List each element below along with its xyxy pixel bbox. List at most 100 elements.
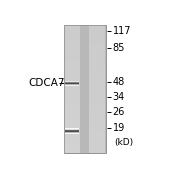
Bar — [89, 93, 105, 95]
Bar — [89, 148, 105, 150]
Text: 19: 19 — [112, 123, 125, 133]
Bar — [64, 116, 80, 119]
Bar — [89, 82, 105, 85]
Bar — [89, 48, 105, 51]
Bar — [89, 80, 105, 82]
Bar — [89, 131, 105, 133]
Bar — [89, 53, 105, 55]
Bar — [64, 25, 106, 153]
Bar — [64, 70, 80, 72]
Bar — [64, 87, 80, 89]
Bar — [64, 119, 80, 121]
Bar — [64, 123, 80, 125]
Bar — [64, 33, 80, 36]
Bar — [89, 144, 105, 146]
Bar — [89, 29, 105, 31]
Bar — [64, 27, 80, 29]
Bar — [64, 61, 80, 63]
Bar — [64, 63, 80, 66]
Bar — [64, 82, 80, 85]
Bar — [89, 99, 105, 102]
Bar — [89, 59, 105, 61]
Text: 117: 117 — [112, 26, 131, 36]
Bar — [64, 108, 80, 110]
Bar — [64, 29, 80, 31]
Bar — [64, 129, 80, 131]
Bar — [89, 33, 105, 36]
Bar — [64, 110, 80, 112]
Bar — [89, 136, 105, 138]
Bar — [64, 89, 80, 91]
Bar — [64, 78, 80, 80]
Bar — [64, 112, 80, 114]
Bar — [64, 25, 80, 153]
Bar — [64, 55, 80, 57]
Bar — [89, 146, 105, 148]
Bar — [64, 25, 106, 153]
Bar — [89, 61, 105, 63]
Bar — [64, 76, 80, 78]
Bar — [89, 42, 105, 44]
Bar — [64, 125, 80, 127]
Bar — [64, 31, 80, 33]
Bar — [89, 87, 105, 89]
Bar — [89, 89, 105, 91]
Bar — [89, 25, 105, 27]
Bar — [89, 127, 105, 129]
Bar — [64, 36, 80, 38]
Bar — [64, 121, 80, 123]
Bar — [64, 51, 80, 53]
Bar — [64, 99, 80, 102]
Bar — [89, 110, 105, 112]
Text: CDCA7: CDCA7 — [28, 78, 65, 88]
Bar — [89, 57, 105, 59]
Bar — [64, 127, 80, 129]
Bar — [64, 68, 80, 70]
Bar — [89, 66, 105, 68]
Bar — [89, 123, 105, 125]
Bar — [64, 95, 80, 97]
Bar — [64, 59, 80, 61]
Bar — [89, 108, 105, 110]
Bar — [64, 131, 80, 133]
Bar — [64, 74, 80, 76]
Bar — [64, 102, 80, 104]
Bar — [64, 66, 80, 68]
Bar — [64, 38, 80, 40]
Bar — [64, 46, 80, 48]
Bar — [64, 140, 80, 142]
Bar — [89, 102, 105, 104]
Bar — [64, 57, 80, 59]
Bar — [64, 104, 80, 106]
Bar — [64, 142, 80, 144]
Bar — [64, 144, 80, 146]
Bar — [64, 106, 80, 108]
Bar — [89, 129, 105, 131]
Bar — [64, 85, 80, 87]
Bar — [64, 136, 80, 138]
Bar — [64, 42, 80, 44]
Bar — [64, 93, 80, 95]
Bar — [64, 138, 80, 140]
Bar — [89, 27, 105, 29]
Bar — [89, 44, 105, 46]
Bar — [89, 140, 105, 142]
Bar — [64, 72, 80, 74]
Bar — [89, 97, 105, 99]
Bar — [89, 78, 105, 80]
Bar — [64, 150, 80, 153]
Bar — [89, 138, 105, 140]
Bar — [89, 95, 105, 97]
Bar — [89, 25, 105, 153]
Bar — [89, 116, 105, 119]
Bar — [89, 112, 105, 114]
Bar — [89, 121, 105, 123]
Bar — [64, 97, 80, 99]
Text: (kD): (kD) — [114, 138, 133, 147]
Bar — [64, 80, 80, 82]
Bar — [64, 91, 80, 93]
Bar — [89, 125, 105, 127]
Bar — [89, 31, 105, 33]
Bar — [89, 91, 105, 93]
Bar — [64, 44, 80, 46]
